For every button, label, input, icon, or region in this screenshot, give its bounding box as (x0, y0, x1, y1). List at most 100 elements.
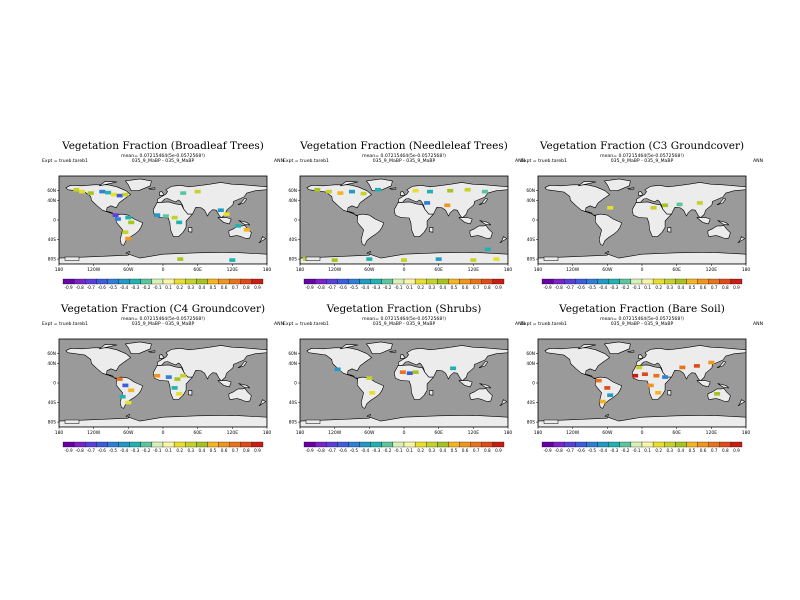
colorbar-segment (96, 278, 108, 285)
colorbar-tick-label: -0.9 (543, 448, 552, 453)
colorbar-segment (586, 441, 598, 448)
colorbar-tick-label: -0.4 (599, 285, 608, 290)
panel-means-text: mean= 0.07215464(5e-0.0572568!) (362, 154, 446, 159)
anomaly-cell (484, 247, 491, 252)
colorbar-segment (730, 441, 743, 448)
lon-tick-label: 0 (403, 430, 406, 436)
colorbar-tick-label: 0.6 (700, 285, 707, 290)
lat-tick-label: 80S (289, 257, 297, 263)
colorbar-tick-label: -0.5 (350, 448, 359, 453)
colorbar-segment (251, 278, 264, 285)
anomaly-cell (708, 360, 715, 365)
panel-title: Vegetation Fraction (Shrubs) (326, 303, 482, 315)
continent-outline (479, 220, 491, 226)
continent-outline (397, 345, 508, 383)
colorbar-segment (608, 278, 620, 285)
colorbar-tick-label: 0.3 (428, 285, 435, 290)
lon-tick-label: 180 (504, 267, 513, 273)
colorbar-segment (641, 278, 654, 285)
anomaly-cell (217, 208, 224, 212)
continent-outline (397, 182, 508, 220)
panel-season-label: ANN (514, 322, 525, 327)
anomaly-cell (450, 366, 457, 371)
colorbar-tick-label: 0.6 (221, 285, 228, 290)
continent-outline (65, 184, 131, 217)
anomaly-cell (470, 258, 477, 262)
anomaly-cell (79, 189, 86, 194)
colorbar-segment (414, 441, 427, 448)
continent-outline (389, 187, 397, 190)
lat-tick-label: 0 (294, 218, 297, 224)
continent-outline (627, 350, 635, 353)
colorbar-tick-label: 0.8 (484, 285, 491, 290)
colorbar-tick-label: 0.7 (711, 285, 718, 290)
panel-means-text: mean= 0.07215464(5e-0.0572568!) (362, 317, 446, 322)
continent-outline (667, 226, 672, 233)
lat-tick-label: 60N (47, 351, 56, 357)
continent-outline (228, 388, 252, 402)
continent-outline (393, 201, 434, 237)
colorbar-segment (381, 441, 394, 448)
anomaly-cell (125, 236, 132, 241)
colorbar-tick-label: 0.9 (733, 285, 740, 290)
continent-outline (65, 347, 131, 380)
colorbar-tick-label: -0.1 (153, 285, 162, 290)
colorbar-segment (619, 441, 632, 448)
colorbar-tick-label: -0.5 (350, 285, 359, 290)
colorbar-tick-label: -0.6 (98, 448, 107, 453)
colorbar-segment (541, 278, 554, 285)
colorbar-segment (437, 441, 449, 448)
continent-outline (478, 198, 489, 206)
colorbar-tick-label: -0.6 (339, 448, 348, 453)
colorbar-tick-label: 0.1 (406, 285, 413, 290)
colorbar-tick-label: 0.4 (678, 285, 685, 290)
lat-tick-label: 60N (288, 188, 297, 194)
colorbar-tick-label: -0.8 (76, 448, 85, 453)
continent-outline (340, 181, 359, 187)
colorbar-segment (370, 278, 382, 285)
lon-tick-label: 60W (602, 430, 613, 436)
colorbar-segment (85, 278, 97, 285)
anomaly-cell (493, 257, 500, 261)
panel-expt-text: Expt = trueb.tareb1 (42, 322, 88, 327)
continent-outline (635, 345, 746, 383)
anomaly-cell (243, 228, 250, 232)
panel-means-text: mean= 0.07215464(5e-0.0572568!) (121, 154, 205, 159)
land-layer (538, 178, 746, 264)
colorbar-tick-label: 0.7 (473, 285, 480, 290)
continent-outline (400, 354, 406, 359)
anomaly-cell (595, 378, 602, 383)
anomaly-cell (176, 220, 183, 225)
lon-tick-label: 120E (468, 267, 480, 273)
lon-tick-label: 60W (602, 267, 613, 273)
continent-outline (479, 383, 491, 389)
colorbar-tick-label: -0.2 (621, 448, 630, 453)
continent-outline (217, 380, 232, 388)
anomaly-cell (110, 192, 117, 197)
continent-outline (366, 341, 393, 355)
continent-outline (306, 347, 372, 380)
lat-tick-label: 0 (532, 218, 535, 224)
colorbar-tick-label: 0.5 (689, 285, 696, 290)
lon-tick-label: 0 (641, 267, 644, 273)
continent-outline (604, 341, 631, 355)
lat-tick-label: 40S (527, 400, 535, 406)
colorbar-tick-label: -0.7 (566, 448, 575, 453)
colorbar-segment (641, 441, 654, 448)
colorbar-tick-label: 0.8 (722, 285, 729, 290)
colorbar-segment (719, 278, 732, 285)
continent-outline (631, 201, 672, 237)
colorbar-segment (708, 278, 720, 285)
colorbar-tick-label: 0.9 (495, 448, 502, 453)
lon-tick-label: 180 (534, 267, 543, 273)
panel-case-text: 035_9_MaBP - 035_9_MaBP (610, 159, 674, 164)
colorbar-tick-label: -0.3 (610, 285, 619, 290)
colorbar-segment (62, 441, 75, 448)
continent-outline (238, 383, 250, 389)
anomaly-cell (177, 257, 184, 261)
lon-tick-label: 120W (566, 267, 580, 273)
panel-expt-text: Expt = trueb.tareb1 (521, 159, 567, 164)
continent-outline (717, 220, 729, 226)
